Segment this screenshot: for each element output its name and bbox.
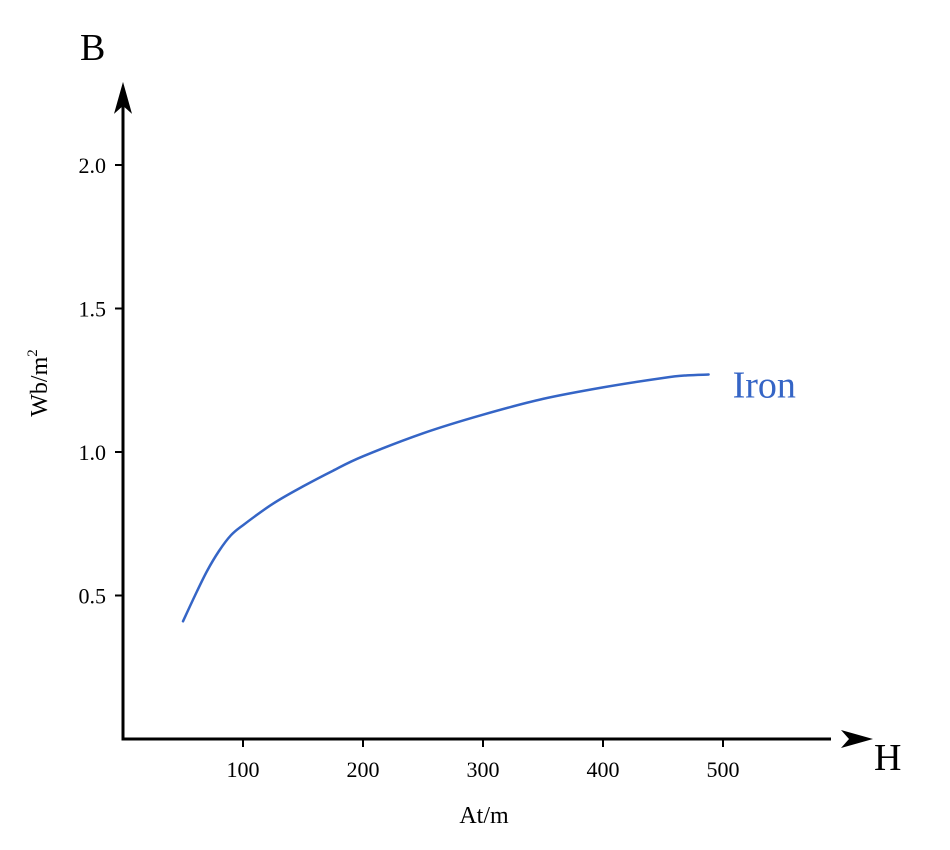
x-tick-label: 100 bbox=[227, 757, 260, 782]
y-tick-label: 1.0 bbox=[79, 440, 107, 465]
x-tick-label: 300 bbox=[467, 757, 500, 782]
y-axis-letter: B bbox=[80, 27, 105, 69]
y-axis-arrowhead bbox=[114, 81, 132, 114]
x-ticks: 100 200 300 400 500 bbox=[227, 739, 740, 782]
x-tick-label: 200 bbox=[347, 757, 380, 782]
series-label-iron: Iron bbox=[733, 365, 796, 407]
y-tick-label: 1.5 bbox=[79, 297, 107, 322]
x-axis-arrowhead bbox=[841, 730, 873, 748]
x-axis-unit-label: At/m bbox=[459, 803, 509, 829]
y-tick-label: 2.0 bbox=[79, 153, 107, 178]
axes bbox=[114, 81, 873, 748]
series-line-iron bbox=[181, 373, 710, 623]
y-axis-unit-label: Wb/m2 bbox=[25, 349, 53, 417]
y-axis-unit-base: Wb/m bbox=[27, 356, 53, 416]
x-tick-label: 400 bbox=[587, 757, 620, 782]
y-ticks: 0.5 1.0 1.5 2.0 bbox=[79, 153, 123, 609]
x-axis-letter: H bbox=[874, 737, 901, 779]
y-axis-unit-superscript: 2 bbox=[25, 349, 41, 357]
y-tick-label: 0.5 bbox=[79, 584, 107, 609]
series-layer: Iron bbox=[181, 365, 796, 623]
x-tick-label: 500 bbox=[707, 757, 740, 782]
